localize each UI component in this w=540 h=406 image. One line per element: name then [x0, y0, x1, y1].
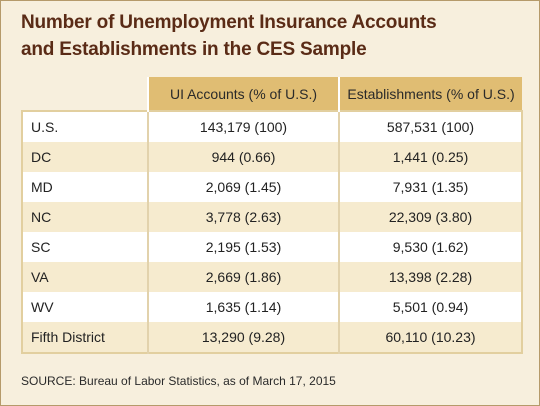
- establishments-cell: 587,531 (100): [339, 111, 522, 142]
- establishments-cell: 7,931 (1.35): [339, 172, 522, 202]
- header-establishments: Establishments (% of U.S.): [339, 77, 522, 111]
- table-row: WV 1,635 (1.14) 5,501 (0.94): [22, 292, 522, 322]
- ui-accounts-cell: 2,069 (1.45): [148, 172, 340, 202]
- table-row: NC 3,778 (2.63) 22,309 (3.80): [22, 202, 522, 232]
- data-table: UI Accounts (% of U.S.) Establishments (…: [21, 77, 523, 354]
- table-row: Fifth District 13,290 (9.28) 60,110 (10.23…: [22, 322, 522, 353]
- establishments-cell: 5,501 (0.94): [339, 292, 522, 322]
- ui-accounts-cell: 143,179 (100): [148, 111, 340, 142]
- source-note: SOURCE: Bureau of Labor Statistics, as o…: [21, 374, 336, 388]
- establishments-cell: 9,530 (1.62): [339, 232, 522, 262]
- ui-accounts-cell: 2,195 (1.53): [148, 232, 340, 262]
- table-row: MD 2,069 (1.45) 7,931 (1.35): [22, 172, 522, 202]
- row-label-cell: U.S.: [22, 111, 149, 142]
- row-label-cell: NC: [22, 202, 149, 232]
- ui-accounts-cell: 944 (0.66): [148, 142, 340, 172]
- ui-accounts-cell: 13,290 (9.28): [148, 322, 340, 353]
- row-label-cell: MD: [22, 172, 149, 202]
- ui-accounts-cell: 3,778 (2.63): [148, 202, 340, 232]
- ui-accounts-cell: 1,635 (1.14): [148, 292, 340, 322]
- header-cell-blank: [22, 77, 149, 111]
- table-body: U.S. 143,179 (100) 587,531 (100) DC 944 (0.6…: [22, 111, 522, 353]
- row-label-cell: VA: [22, 262, 149, 292]
- header-row: UI Accounts (% of U.S.) Establishments (…: [22, 77, 522, 111]
- establishments-cell: 22,309 (3.80): [339, 202, 522, 232]
- header-ui-accounts: UI Accounts (% of U.S.): [148, 77, 340, 111]
- table-row: SC 2,195 (1.53) 9,530 (1.62): [22, 232, 522, 262]
- source-label: SOURCE:: [21, 374, 76, 388]
- establishments-cell: 13,398 (2.28): [339, 262, 522, 292]
- establishments-cell: 60,110 (10.23): [339, 322, 522, 353]
- table-row: VA 2,669 (1.86) 13,398 (2.28): [22, 262, 522, 292]
- ui-accounts-cell: 2,669 (1.86): [148, 262, 340, 292]
- source-text: Bureau of Labor Statistics, as of March …: [79, 374, 336, 388]
- row-label-cell: WV: [22, 292, 149, 322]
- table-title: Number of Unemployment Insurance Account…: [21, 9, 521, 63]
- table-row: U.S. 143,179 (100) 587,531 (100): [22, 111, 522, 142]
- title-line-2: and Establishments in the CES Sample: [21, 39, 367, 60]
- row-label-cell: DC: [22, 142, 149, 172]
- row-label-cell: Fifth District: [22, 322, 149, 353]
- table-row: DC 944 (0.66) 1,441 (0.25): [22, 142, 522, 172]
- establishments-cell: 1,441 (0.25): [339, 142, 522, 172]
- row-label-cell: SC: [22, 232, 149, 262]
- title-line-1: Number of Unemployment Insurance Account…: [21, 12, 437, 33]
